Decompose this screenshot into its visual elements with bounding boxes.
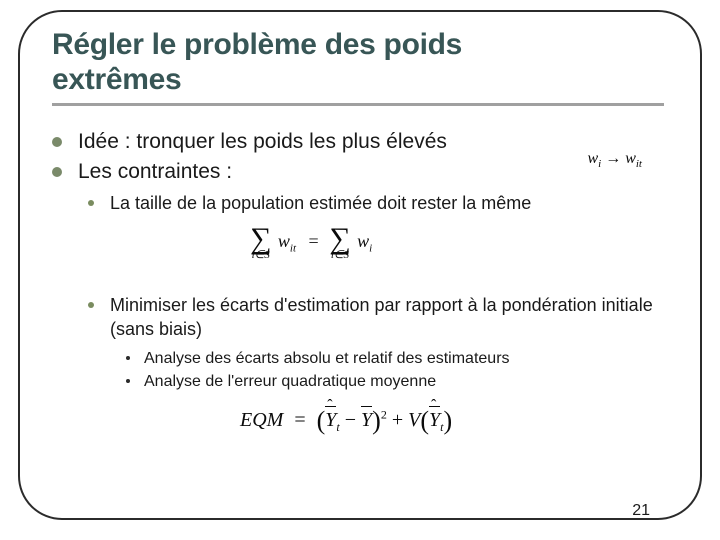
var-w: w	[625, 150, 636, 167]
title-line-1: Régler le problème des poids	[52, 28, 462, 61]
plus-sign: +	[392, 409, 403, 431]
eqm-lhs: EQM	[240, 409, 283, 431]
slide-title: Régler le problème des poids extrêmes	[52, 28, 668, 97]
y-hat-bar-t: Y	[325, 407, 336, 434]
sigma-domain: i∈S	[329, 250, 350, 261]
list-item: La taille de la population estimée doit …	[88, 191, 668, 261]
equals-sign: =	[309, 231, 319, 251]
arrow-icon: →	[605, 150, 621, 167]
sub-it: it	[290, 243, 296, 255]
title-line-2: extrêmes	[52, 63, 181, 96]
page-number: 21	[632, 502, 650, 520]
bullet-text: Analyse des écarts absolu et relatif des…	[144, 350, 510, 367]
paren-close: )	[372, 406, 381, 435]
sub-it: it	[636, 158, 642, 170]
list-item: Minimiser les écarts d'estimation par ra…	[88, 293, 668, 438]
var-y: Y	[429, 409, 440, 431]
minus-sign: −	[345, 409, 356, 431]
var-w: w	[278, 231, 290, 251]
y-bar: Y	[361, 407, 372, 434]
var-v: V	[408, 409, 420, 431]
var-y: Y	[361, 409, 372, 431]
bullet-text: Les contraintes :	[78, 160, 232, 183]
y-hat-bar-t: Y	[429, 407, 440, 434]
equals-sign: =	[294, 409, 305, 431]
bullet-text: La taille de la population estimée doit …	[110, 193, 531, 213]
sigma-right: ∑ i∈S	[329, 225, 350, 261]
sub-i: i	[598, 158, 601, 170]
eqm-formula: EQM = (Yt − Y)2 + V(Yt)	[240, 403, 668, 438]
term-wi: wi	[357, 231, 372, 251]
list-item: Analyse des écarts absolu et relatif des…	[126, 348, 668, 370]
slide-content: Régler le problème des poids extrêmes Id…	[0, 0, 720, 540]
term-wit: wit	[278, 231, 301, 251]
title-underline	[52, 103, 664, 106]
paren-open: (	[420, 406, 429, 435]
list-item: Les contraintes : La taille de la popula…	[52, 158, 668, 438]
list-item: Idée : tronquer les poids les plus élevé…	[52, 128, 668, 156]
bullet-text: Analyse de l'erreur quadratique moyenne	[144, 373, 436, 390]
bullet-list-level2: La taille de la population estimée doit …	[88, 191, 668, 261]
sigma-left: ∑ i∈S	[250, 225, 271, 261]
var-y: Y	[325, 409, 336, 431]
sub-t: t	[336, 420, 339, 434]
bullet-text: Minimiser les écarts d'estimation par ra…	[110, 295, 653, 339]
paren-open: (	[317, 406, 326, 435]
inline-formula-wi-to-wit: wi → wit	[587, 150, 642, 170]
var-w: w	[357, 231, 369, 251]
var-w: w	[587, 150, 598, 167]
spacer	[78, 277, 668, 289]
bullet-list-level2: Minimiser les écarts d'estimation par ra…	[88, 293, 668, 438]
sub-i: i	[369, 243, 372, 255]
bullet-list-level3: Analyse des écarts absolu et relatif des…	[126, 348, 668, 393]
sigma-domain: i∈S	[250, 250, 271, 261]
bullet-list-level1: Idée : tronquer les poids les plus élevé…	[52, 128, 668, 438]
list-item: Analyse de l'erreur quadratique moyenne	[126, 371, 668, 393]
paren-close: )	[443, 406, 452, 435]
sum-formula: ∑ i∈S wit = ∑ i∈S wi	[250, 225, 668, 261]
bullet-text: Idée : tronquer les poids les plus élevé…	[78, 130, 447, 153]
exponent-2: 2	[381, 407, 387, 421]
